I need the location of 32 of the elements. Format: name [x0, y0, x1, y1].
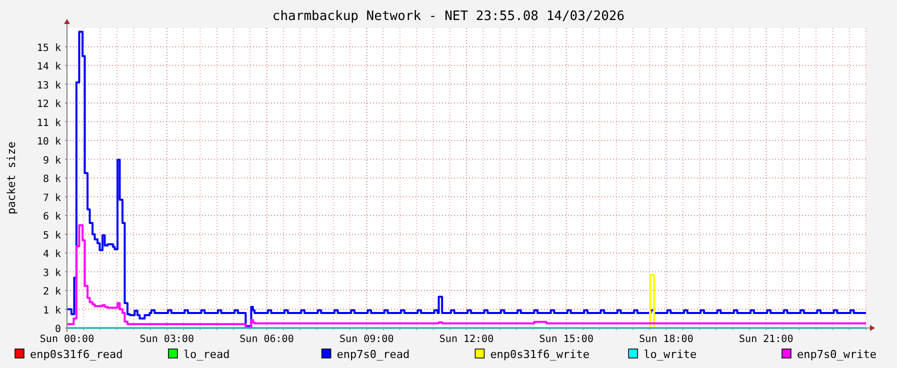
y-tick-label: 1 k	[42, 305, 61, 316]
x-tick-label: Sun 06:00	[240, 334, 294, 345]
legend-label: lo_read	[183, 348, 230, 361]
legend-label: enp7s0_read	[336, 348, 410, 361]
legend-label: enp0s31f6_write	[490, 348, 590, 361]
y-tick-label: 0	[54, 324, 61, 335]
y-tick-label: 4 k	[42, 249, 61, 260]
y-tick-label: 13 k	[36, 80, 61, 92]
y-tick-label: 9 k	[42, 155, 61, 166]
y-tick-label: 3 k	[42, 268, 61, 279]
y-tick-label: 2 k	[42, 286, 61, 298]
y-axis-title: packet size	[5, 142, 18, 214]
y-tick-label: 14 k	[36, 62, 61, 72]
x-tick-label: Sun 21:00	[739, 334, 794, 345]
x-tick-label: Sun 00:00	[40, 334, 94, 345]
y-tick-label: 12 k	[36, 99, 61, 110]
chart-title: charmbackup Network - NET 23:55.08 14/03/2026	[272, 9, 625, 24]
x-tick-label: Sun 18:00	[639, 334, 694, 345]
y-tick-label: 11 k	[36, 118, 61, 129]
y-tick-label: 5 k	[42, 230, 61, 242]
y-tick-label: 10 k	[36, 136, 61, 148]
x-tick-label: Sun 12:00	[439, 334, 494, 345]
x-tick-label: Sun 03:00	[140, 334, 194, 345]
y-tick-label: 8 k	[42, 174, 61, 185]
y-tick-label: 7 k	[42, 192, 61, 204]
legend-label: lo_write	[644, 348, 697, 361]
y-tick-label: 15 k	[36, 42, 61, 54]
legend-label: enp7s0_write	[797, 348, 876, 361]
x-tick-label: Sun 15:00	[539, 334, 594, 345]
y-tick-label: 6 k	[42, 212, 61, 222]
x-tick-label: Sun 09:00	[340, 334, 394, 345]
legend-label: enp0s31f6_read	[30, 348, 123, 361]
